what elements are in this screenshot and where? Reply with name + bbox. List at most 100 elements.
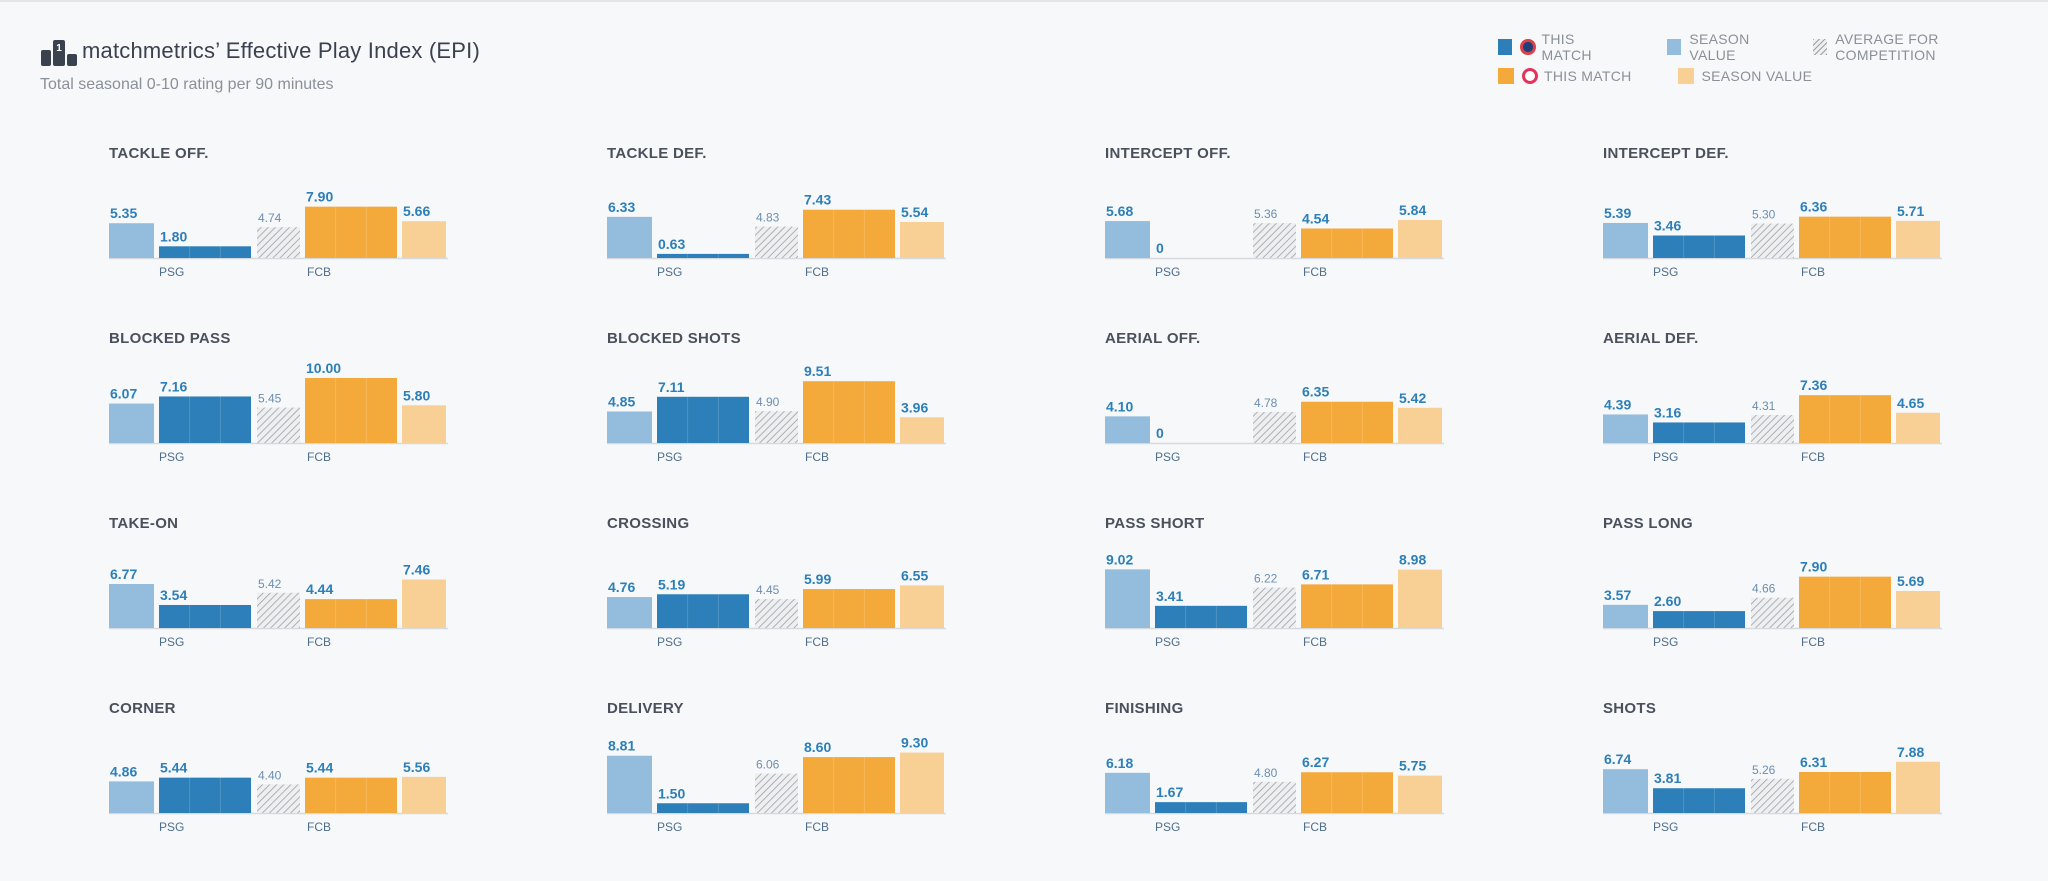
bar-value-label: 3.57 xyxy=(1604,587,1631,603)
bar-avg xyxy=(1751,414,1794,443)
bar-value-label: 0.63 xyxy=(658,236,685,252)
bar-psg-season xyxy=(1603,414,1648,443)
team-label-fcb: FCB xyxy=(805,635,829,649)
panel-title: CORNER xyxy=(109,700,176,717)
bar-value-label: 6.36 xyxy=(1800,199,1827,215)
bar-value-label: 5.54 xyxy=(901,204,928,220)
bar-psg-match xyxy=(159,604,251,628)
bar-fcb-match xyxy=(1799,395,1891,443)
bar-fcb-season xyxy=(1896,591,1940,628)
bar-value-label: 6.07 xyxy=(110,386,137,402)
fcb-crest-icon xyxy=(1522,67,1538,84)
team-label-fcb: FCB xyxy=(805,450,829,464)
epi-panel: TAKE-ON 6.77 3.54 5.42 4.44 7.46 PSG FCB xyxy=(109,515,448,649)
bar-value-label: 5.42 xyxy=(258,577,282,591)
panel-title: DELIVERY xyxy=(607,700,684,717)
legend-swatch-fcb-match xyxy=(1498,67,1514,84)
epi-panel: PASS SHORT 9.02 3.41 6.22 6.71 8.98 PSG FCB xyxy=(1105,515,1444,649)
bar-value-label: 4.85 xyxy=(608,393,635,409)
legend-label-average: AVERAGE FOR COMPETITION xyxy=(1835,30,1939,63)
epi-panel: CORNER 4.86 5.44 4.40 5.44 5.56 PSG FCB xyxy=(109,700,448,834)
legend-swatch-average xyxy=(1812,38,1828,55)
bar-fcb-season xyxy=(402,579,446,628)
panel-title: TACKLE DEF. xyxy=(607,145,707,162)
page-subtitle: Total seasonal 0-10 rating per 90 minute… xyxy=(40,76,334,93)
legend-swatch-fcb-season xyxy=(1677,67,1694,84)
epi-panel: FINISHING 6.18 1.67 4.80 6.27 5.75 PSG FCB xyxy=(1105,700,1444,834)
legend-item-average: AVERAGE FOR COMPETITION xyxy=(1812,30,2026,63)
bar-avg xyxy=(1253,223,1296,258)
bar-avg xyxy=(1253,587,1296,628)
bar-value-label: 7.90 xyxy=(1800,559,1827,575)
panel-title: SHOTS xyxy=(1603,700,1656,717)
bar-fcb-match xyxy=(1301,584,1393,628)
bar-value-label: 4.90 xyxy=(756,395,780,409)
bar-avg xyxy=(1751,597,1794,628)
bar-value-label: 4.80 xyxy=(1254,766,1278,780)
bar-psg-season xyxy=(1105,416,1150,443)
bar-fcb-season xyxy=(402,221,446,258)
bar-fcb-match xyxy=(305,206,397,258)
bar-value-label: 4.74 xyxy=(258,211,282,225)
bar-fcb-season xyxy=(1896,412,1940,443)
legend-row-psg: THIS MATCH SEASON VALUE AVERAGE FOR COMP… xyxy=(1498,30,2048,63)
bar-fcb-season xyxy=(1398,569,1442,628)
bar-psg-match xyxy=(159,396,251,443)
bar-psg-match xyxy=(657,396,749,443)
bar-value-label: 5.69 xyxy=(1897,573,1924,589)
bar-value-label: 7.88 xyxy=(1897,744,1924,760)
bar-value-label: 8.81 xyxy=(608,738,635,754)
bar-value-label: 5.26 xyxy=(1752,763,1776,777)
bar-psg-season xyxy=(1105,772,1150,813)
epi-panel: DELIVERY 8.81 1.50 6.06 8.60 9.30 PSG FCB xyxy=(607,700,946,834)
legend-label-fcb-match: THIS MATCH xyxy=(1544,67,1632,84)
bar-value-label: 5.71 xyxy=(1897,203,1924,219)
epi-panel: SHOTS 6.74 3.81 5.26 6.31 7.88 PSG FCB xyxy=(1603,700,1942,834)
bar-value-label: 9.02 xyxy=(1106,551,1133,567)
panel-title: FINISHING xyxy=(1105,700,1184,717)
bar-value-label: 5.80 xyxy=(403,387,430,403)
team-label-fcb: FCB xyxy=(1801,265,1825,279)
bar-psg-match xyxy=(1653,235,1745,258)
team-label-fcb: FCB xyxy=(1801,635,1825,649)
bar-psg-season xyxy=(1603,222,1648,258)
bar-value-label: 5.84 xyxy=(1399,202,1426,218)
bar-value-label: 3.16 xyxy=(1654,404,1681,420)
bar-fcb-season xyxy=(402,776,446,813)
legend-item-fcb-match: THIS MATCH xyxy=(1498,67,1632,84)
panel-title: BLOCKED SHOTS xyxy=(607,330,741,347)
svg-text:1: 1 xyxy=(56,43,62,54)
bar-value-label: 3.54 xyxy=(160,587,187,603)
bar-value-label: 4.45 xyxy=(756,583,780,597)
bar-value-label: 1.67 xyxy=(1156,784,1183,800)
bar-value-label: 5.30 xyxy=(1752,208,1776,222)
bar-value-label: 0 xyxy=(1156,425,1164,441)
bar-fcb-season xyxy=(900,417,944,443)
bar-value-label: 3.81 xyxy=(1654,770,1681,786)
bar-fcb-season xyxy=(1398,775,1442,813)
legend: THIS MATCH SEASON VALUE AVERAGE FOR COMP… xyxy=(1498,30,2048,90)
bar-fcb-match xyxy=(1799,771,1891,813)
bar-avg xyxy=(1253,411,1296,443)
header: 1 matchmetrics’ Effective Play Index (EP… xyxy=(40,34,480,94)
bar-value-label: 6.55 xyxy=(901,567,928,583)
bar-value-label: 4.10 xyxy=(1106,398,1133,414)
bar-value-label: 2.60 xyxy=(1654,593,1681,609)
bar-psg-match xyxy=(159,246,251,258)
bar-psg-season xyxy=(607,216,652,258)
team-label-fcb: FCB xyxy=(1303,265,1327,279)
panel-title: PASS LONG xyxy=(1603,515,1693,532)
legend-item-psg-season: SEASON VALUE xyxy=(1666,31,1791,63)
bar-psg-season xyxy=(607,755,652,813)
bar-psg-season xyxy=(109,403,154,443)
legend-item-psg-match: THIS MATCH xyxy=(1498,31,1621,63)
bar-value-label: 6.27 xyxy=(1302,754,1329,770)
bar-fcb-match xyxy=(803,381,895,443)
bar-value-label: 5.66 xyxy=(403,203,430,219)
bar-fcb-match xyxy=(1301,401,1393,443)
bar-value-label: 5.19 xyxy=(658,576,685,592)
team-label-psg: PSG xyxy=(657,450,682,464)
bar-fcb-match xyxy=(1799,216,1891,258)
bar-avg xyxy=(257,592,300,628)
bar-value-label: 4.44 xyxy=(306,581,333,597)
